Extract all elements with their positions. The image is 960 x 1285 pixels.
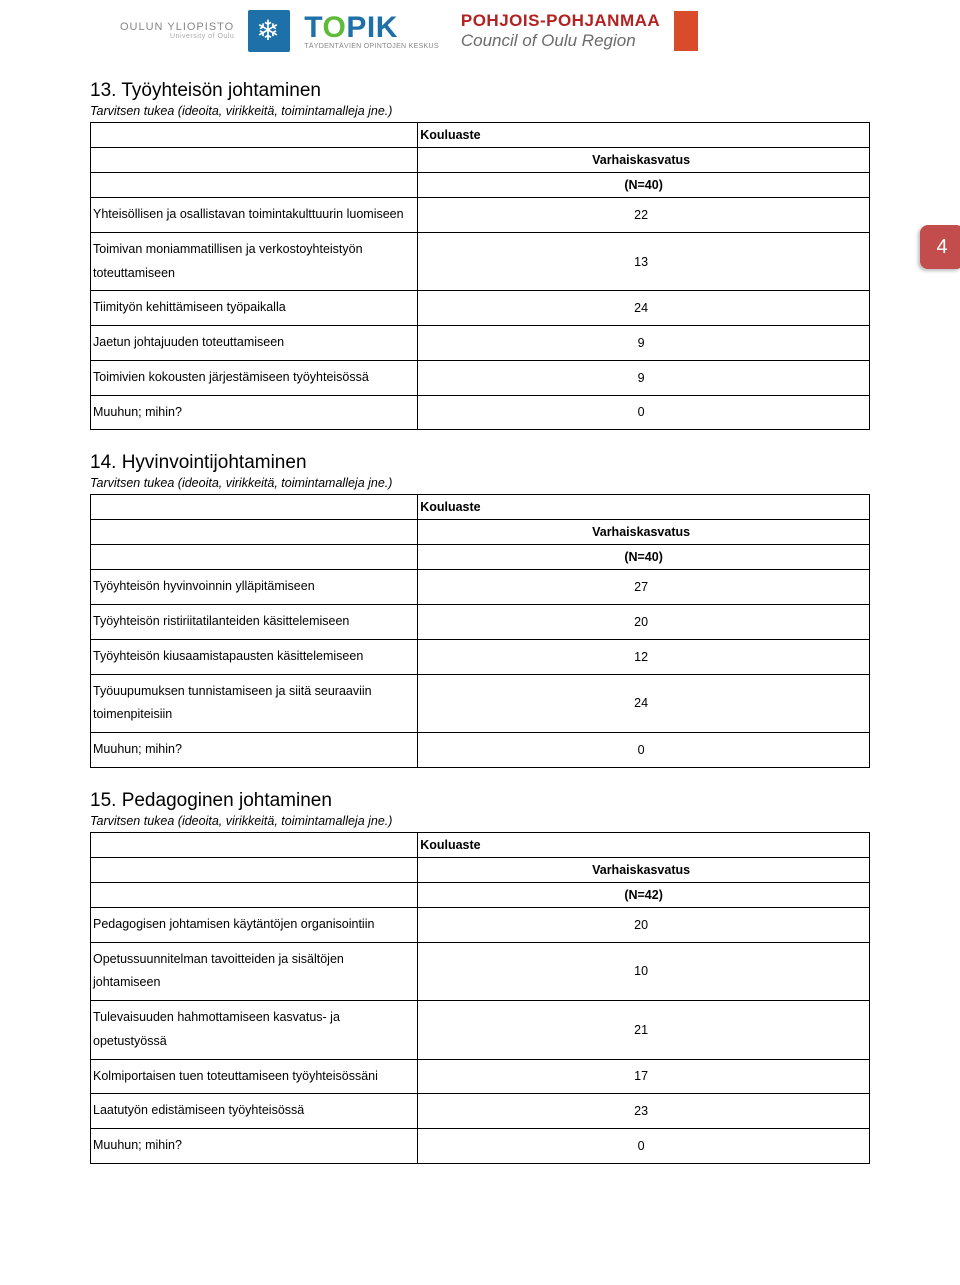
topik-logo: TOPIK TÄYDENTÄVIEN OPINTOJEN KESKUS (304, 13, 439, 50)
table-row: Työyhteisön kiusaamistapausten käsittele… (91, 639, 870, 674)
section-subtitle: Tarvitsen tukea (ideoita, virikkeitä, to… (90, 104, 870, 118)
kouluaste-header: Kouluaste (418, 832, 870, 857)
flag-icon (674, 11, 698, 51)
row-value: 9 (418, 360, 870, 395)
table-row: Tulevaisuuden hahmottamiseen kasvatus- j… (91, 1001, 870, 1060)
table-row: Työuupumuksen tunnistamiseen ja siitä se… (91, 674, 870, 733)
table-row: Laatutyön edistämiseen työyhteisössä23 (91, 1094, 870, 1129)
n-header: (N=40) (418, 545, 870, 570)
table-row: Pedagogisen johtamisen käytäntöjen organ… (91, 907, 870, 942)
table-empty-cell (91, 148, 418, 173)
table-empty-cell (91, 857, 418, 882)
row-label: Kolmiportaisen tuen toteuttamiseen työyh… (91, 1059, 418, 1094)
row-label: Työyhteisön hyvinvoinnin ylläpitämiseen (91, 570, 418, 605)
row-value: 20 (418, 605, 870, 640)
row-value: 24 (418, 291, 870, 326)
row-label: Yhteisöllisen ja osallistavan toimintaku… (91, 198, 418, 233)
section-subtitle: Tarvitsen tukea (ideoita, virikkeitä, to… (90, 476, 870, 490)
section-title: 13. Työyhteisön johtaminen (90, 80, 870, 102)
row-value: 0 (418, 1129, 870, 1164)
row-value: 0 (418, 733, 870, 768)
row-label: Työuupumuksen tunnistamiseen ja siitä se… (91, 674, 418, 733)
table-empty-cell (91, 173, 418, 198)
oulun-logo-sub: University of Oulu (170, 33, 234, 41)
row-label: Jaetun johtajuuden toteuttamiseen (91, 326, 418, 361)
table-row: Muuhun; mihin?0 (91, 1129, 870, 1164)
n-header: (N=42) (418, 882, 870, 907)
table-row: Muuhun; mihin?0 (91, 733, 870, 768)
row-value: 13 (418, 232, 870, 291)
table-row: Toimivien kokousten järjestämiseen työyh… (91, 360, 870, 395)
table-row: Kolmiportaisen tuen toteuttamiseen työyh… (91, 1059, 870, 1094)
row-value: 27 (418, 570, 870, 605)
header-logos: OULUN YLIOPISTO University of Oulu TOPIK… (90, 10, 870, 52)
row-label: Muuhun; mihin? (91, 1129, 418, 1164)
topik-logo-text: TOPIK (304, 13, 398, 43)
row-value: 0 (418, 395, 870, 430)
table-empty-cell (91, 545, 418, 570)
table-row: Toimivan moniammatillisen ja verkostoyht… (91, 232, 870, 291)
row-label: Muuhun; mihin? (91, 733, 418, 768)
survey-table: Kouluaste Varhaiskasvatus (N=42)Pedagogi… (90, 832, 870, 1164)
page-number: 4 (936, 236, 947, 259)
section-title: 15. Pedagoginen johtaminen (90, 790, 870, 812)
oulu-seal-icon (248, 10, 290, 52)
row-label: Opetussuunnitelman tavoitteiden ja sisäl… (91, 942, 418, 1001)
row-label: Pedagogisen johtamisen käytäntöjen organ… (91, 907, 418, 942)
table-row: Muuhun; mihin?0 (91, 395, 870, 430)
pohjois-pohjanmaa-logo: POHJOIS-POHJANMAA Council of Oulu Region (461, 11, 660, 52)
row-label: Toimivien kokousten järjestämiseen työyh… (91, 360, 418, 395)
row-value: 22 (418, 198, 870, 233)
row-value: 24 (418, 674, 870, 733)
row-label: Tiimityön kehittämiseen työpaikalla (91, 291, 418, 326)
table-empty-cell (91, 882, 418, 907)
row-label: Muuhun; mihin? (91, 395, 418, 430)
table-empty-cell (91, 520, 418, 545)
row-value: 10 (418, 942, 870, 1001)
table-row: Jaetun johtajuuden toteuttamiseen9 (91, 326, 870, 361)
kouluaste-header: Kouluaste (418, 495, 870, 520)
row-value: 9 (418, 326, 870, 361)
table-empty-cell (91, 123, 418, 148)
pp-line2: Council of Oulu Region (461, 31, 660, 51)
row-value: 20 (418, 907, 870, 942)
table-row: Työyhteisön hyvinvoinnin ylläpitämiseen2… (91, 570, 870, 605)
row-label: Tulevaisuuden hahmottamiseen kasvatus- j… (91, 1001, 418, 1060)
row-value: 12 (418, 639, 870, 674)
survey-table: Kouluaste Varhaiskasvatus (N=40)Yhteisöl… (90, 122, 870, 430)
oulun-logo: OULUN YLIOPISTO University of Oulu (120, 21, 234, 41)
table-empty-cell (91, 495, 418, 520)
varhaiskasvatus-header: Varhaiskasvatus (418, 148, 870, 173)
row-label: Työyhteisön ristiriitatilanteiden käsitt… (91, 605, 418, 640)
oulun-logo-text: OULUN YLIOPISTO (120, 21, 234, 33)
row-value: 23 (418, 1094, 870, 1129)
kouluaste-header: Kouluaste (418, 123, 870, 148)
pp-line1: POHJOIS-POHJANMAA (461, 11, 660, 31)
survey-table: Kouluaste Varhaiskasvatus (N=40)Työyhtei… (90, 494, 870, 768)
page-number-badge: 4 (920, 225, 960, 269)
varhaiskasvatus-header: Varhaiskasvatus (418, 857, 870, 882)
table-row: Tiimityön kehittämiseen työpaikalla24 (91, 291, 870, 326)
varhaiskasvatus-header: Varhaiskasvatus (418, 520, 870, 545)
table-row: Opetussuunnitelman tavoitteiden ja sisäl… (91, 942, 870, 1001)
n-header: (N=40) (418, 173, 870, 198)
topik-logo-sub: TÄYDENTÄVIEN OPINTOJEN KESKUS (304, 43, 439, 50)
table-row: Työyhteisön ristiriitatilanteiden käsitt… (91, 605, 870, 640)
table-empty-cell (91, 832, 418, 857)
row-label: Työyhteisön kiusaamistapausten käsittele… (91, 639, 418, 674)
row-label: Laatutyön edistämiseen työyhteisössä (91, 1094, 418, 1129)
section-title: 14. Hyvinvointijohtaminen (90, 452, 870, 474)
page-container: OULUN YLIOPISTO University of Oulu TOPIK… (0, 0, 960, 1210)
section-subtitle: Tarvitsen tukea (ideoita, virikkeitä, to… (90, 814, 870, 828)
row-value: 21 (418, 1001, 870, 1060)
row-value: 17 (418, 1059, 870, 1094)
row-label: Toimivan moniammatillisen ja verkostoyht… (91, 232, 418, 291)
table-row: Yhteisöllisen ja osallistavan toimintaku… (91, 198, 870, 233)
